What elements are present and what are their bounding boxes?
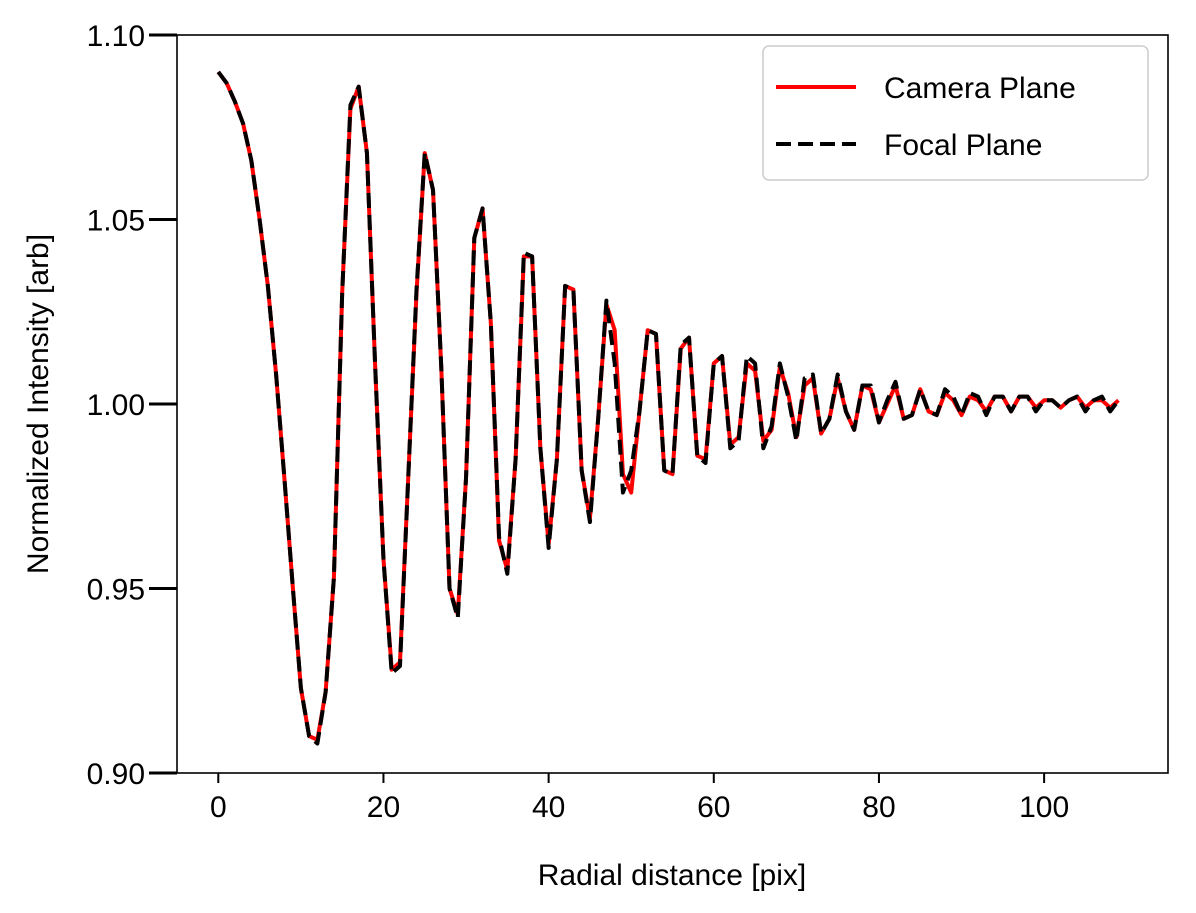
legend-label-focal-plane: Focal Plane xyxy=(884,129,1042,162)
x-tick-label: 40 xyxy=(532,791,565,824)
y-axis-label: Normalized Intensity [arb] xyxy=(22,234,55,574)
y-axis: 0.90 0.95 1.00 1.05 1.10 xyxy=(87,20,177,791)
y-tick-label: 0.95 xyxy=(87,574,145,607)
x-tick-label: 80 xyxy=(862,791,895,824)
legend-label-camera-plane: Camera Plane xyxy=(884,72,1076,105)
y-tick-label: 1.00 xyxy=(87,389,145,422)
x-axis: 0 20 40 60 80 100 xyxy=(210,773,1069,824)
x-tick-label: 20 xyxy=(367,791,400,824)
x-axis-label: Radial distance [pix] xyxy=(538,859,806,892)
series-layer xyxy=(216,70,1121,746)
y-tick-label: 1.10 xyxy=(87,20,145,53)
y-tick-label: 0.90 xyxy=(87,758,145,791)
y-tick-label: 1.05 xyxy=(87,205,145,238)
x-tick-label: 60 xyxy=(697,791,730,824)
legend-box xyxy=(762,45,1149,181)
x-tick-label: 0 xyxy=(210,791,227,824)
x-tick-label: 100 xyxy=(1019,791,1069,824)
legend: Camera Plane Focal Plane xyxy=(762,45,1149,181)
